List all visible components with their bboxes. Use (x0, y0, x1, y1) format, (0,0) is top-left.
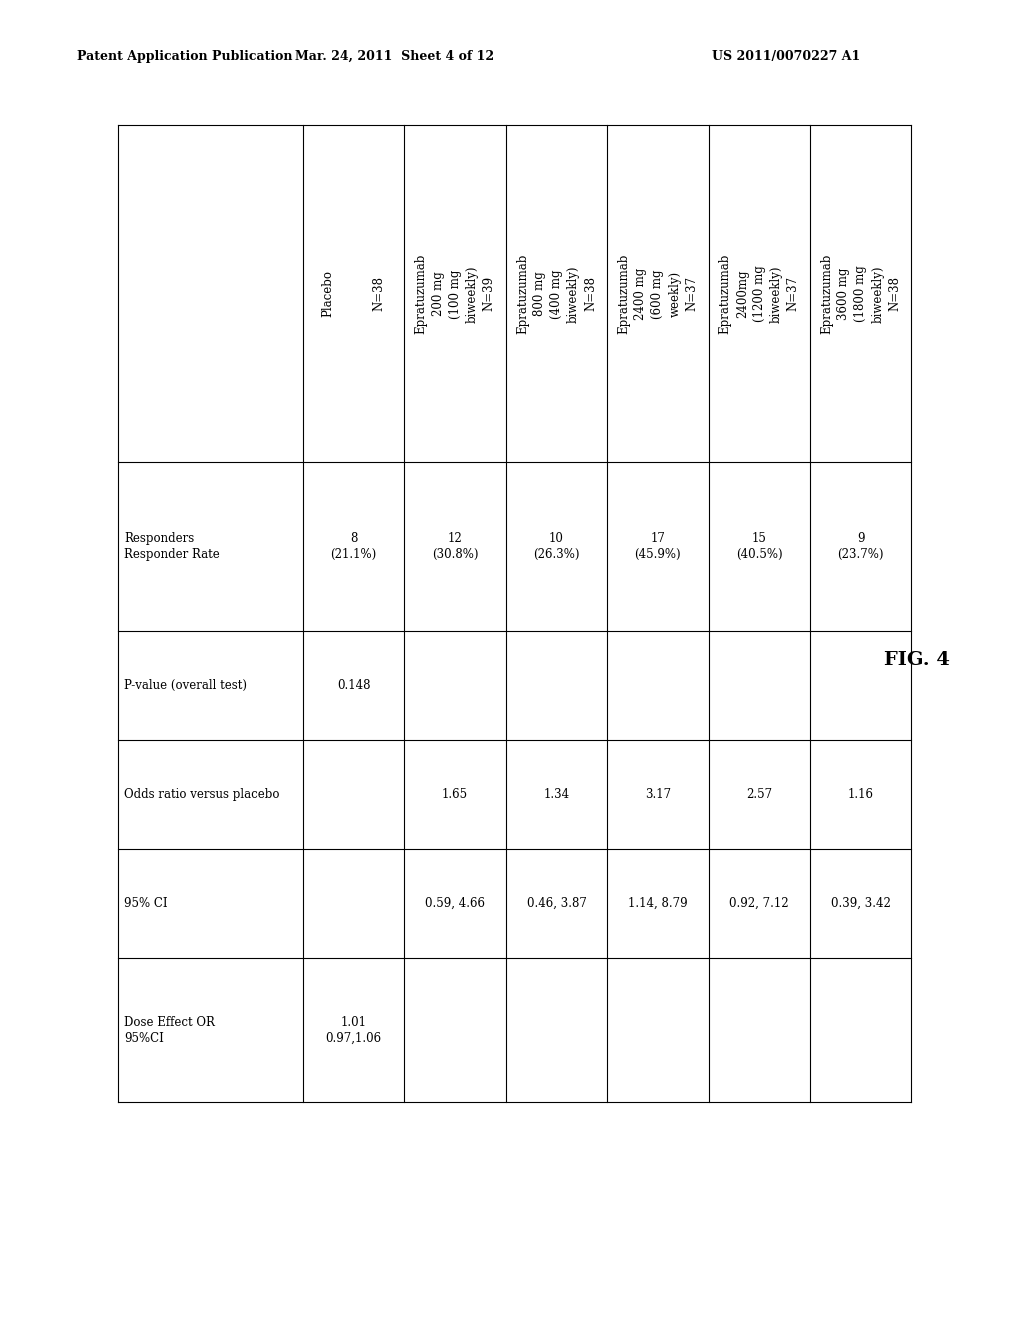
Text: 0.46, 3.87: 0.46, 3.87 (526, 896, 587, 909)
Text: 3.17: 3.17 (645, 788, 671, 801)
Text: 1.14, 8.79: 1.14, 8.79 (628, 896, 688, 909)
Text: Odds ratio versus placebo: Odds ratio versus placebo (124, 788, 280, 801)
Text: Mar. 24, 2011  Sheet 4 of 12: Mar. 24, 2011 Sheet 4 of 12 (295, 50, 494, 63)
Text: 0.59, 4.66: 0.59, 4.66 (425, 896, 485, 909)
Text: Responders
Responder Rate: Responders Responder Rate (124, 532, 220, 561)
Text: 12
(30.8%): 12 (30.8%) (432, 532, 478, 561)
Text: Epratuzumab
800 mg
(400 mg
biweekly)
N=38: Epratuzumab 800 mg (400 mg biweekly) N=3… (516, 253, 597, 334)
Text: 95% CI: 95% CI (124, 896, 168, 909)
Text: 10
(26.3%): 10 (26.3%) (534, 532, 580, 561)
Text: Patent Application Publication: Patent Application Publication (77, 50, 292, 63)
Text: 15
(40.5%): 15 (40.5%) (736, 532, 782, 561)
Text: 9
(23.7%): 9 (23.7%) (838, 532, 884, 561)
Text: Epratuzumab
3600 mg
(1800 mg
biweekly)
N=38: Epratuzumab 3600 mg (1800 mg biweekly) N… (820, 253, 901, 334)
Text: US 2011/0070227 A1: US 2011/0070227 A1 (712, 50, 860, 63)
Text: 0.39, 3.42: 0.39, 3.42 (830, 896, 891, 909)
Text: 0.148: 0.148 (337, 678, 371, 692)
Text: 17
(45.9%): 17 (45.9%) (635, 532, 681, 561)
Text: 2.57: 2.57 (746, 788, 772, 801)
Text: FIG. 4: FIG. 4 (884, 651, 949, 669)
Text: Epratuzumab
2400mg
(1200 mg
biweekly)
N=37: Epratuzumab 2400mg (1200 mg biweekly) N=… (719, 253, 800, 334)
Text: Dose Effect OR
95%CI: Dose Effect OR 95%CI (124, 1015, 215, 1044)
Text: 1.34: 1.34 (544, 788, 569, 801)
Text: Epratuzumab
2400 mg
(600 mg
weekly)
N=37: Epratuzumab 2400 mg (600 mg weekly) N=37 (617, 253, 698, 334)
Text: 8
(21.1%): 8 (21.1%) (331, 532, 377, 561)
Text: 1.01
0.97,1.06: 1.01 0.97,1.06 (326, 1015, 382, 1044)
Text: Placebo


N=38: Placebo N=38 (322, 271, 386, 317)
Text: 0.92, 7.12: 0.92, 7.12 (729, 896, 790, 909)
Text: P-value (overall test): P-value (overall test) (124, 678, 247, 692)
Text: 1.16: 1.16 (848, 788, 873, 801)
Text: 1.65: 1.65 (442, 788, 468, 801)
Text: Epratuzumab
200 mg
(100 mg
biweekly)
N=39: Epratuzumab 200 mg (100 mg biweekly) N=3… (415, 253, 496, 334)
